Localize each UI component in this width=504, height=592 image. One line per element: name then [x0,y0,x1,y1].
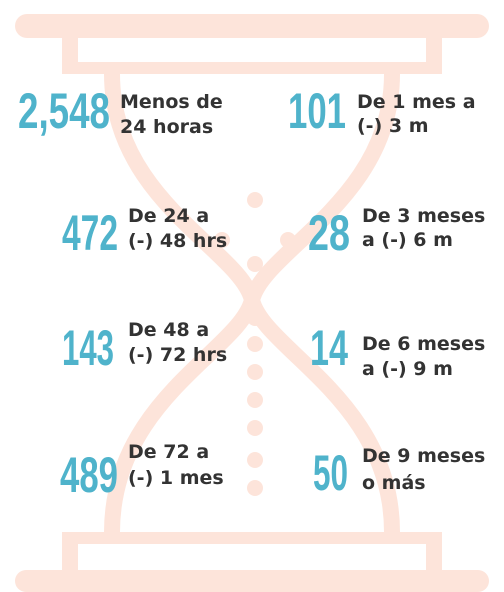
range-label: De 6 meses [362,333,485,355]
range-label: (-) 72 hrs [128,344,227,366]
range-label: Menos de [120,91,223,113]
range-label: a (-) 9 m [362,358,453,380]
range-label: (-) 1 mes [128,467,224,489]
count: 2,548 [18,83,110,139]
page: 2,548 Menos de 24 horas 101 De 1 mes a(-) 3 … [0,0,504,592]
range-label: 24 horas [120,116,213,138]
range-label: o más [362,472,426,494]
range-label: (-) 3 m [357,115,429,137]
count: 50 [313,445,348,501]
infographic: 2,548 Menos de 24 horas 101 De 1 mes a(-) 3 … [0,0,504,592]
range-label: De 48 a [128,319,209,341]
range-label: a (-) 6 m [362,229,453,251]
count: 14 [310,320,348,376]
count: 143 [62,320,114,376]
range-label: De 72 a [128,441,209,463]
range-label: De 24 a [128,205,209,227]
range-label: (-) 48 hrs [128,230,227,252]
count: 28 [308,205,350,261]
count: 101 [288,83,346,139]
range-label: De 1 mes a [357,91,476,113]
range-label: De 9 meses [362,445,485,467]
range-label: De 3 meses [362,205,485,227]
count: 472 [62,205,118,261]
count: 489 [60,447,118,503]
